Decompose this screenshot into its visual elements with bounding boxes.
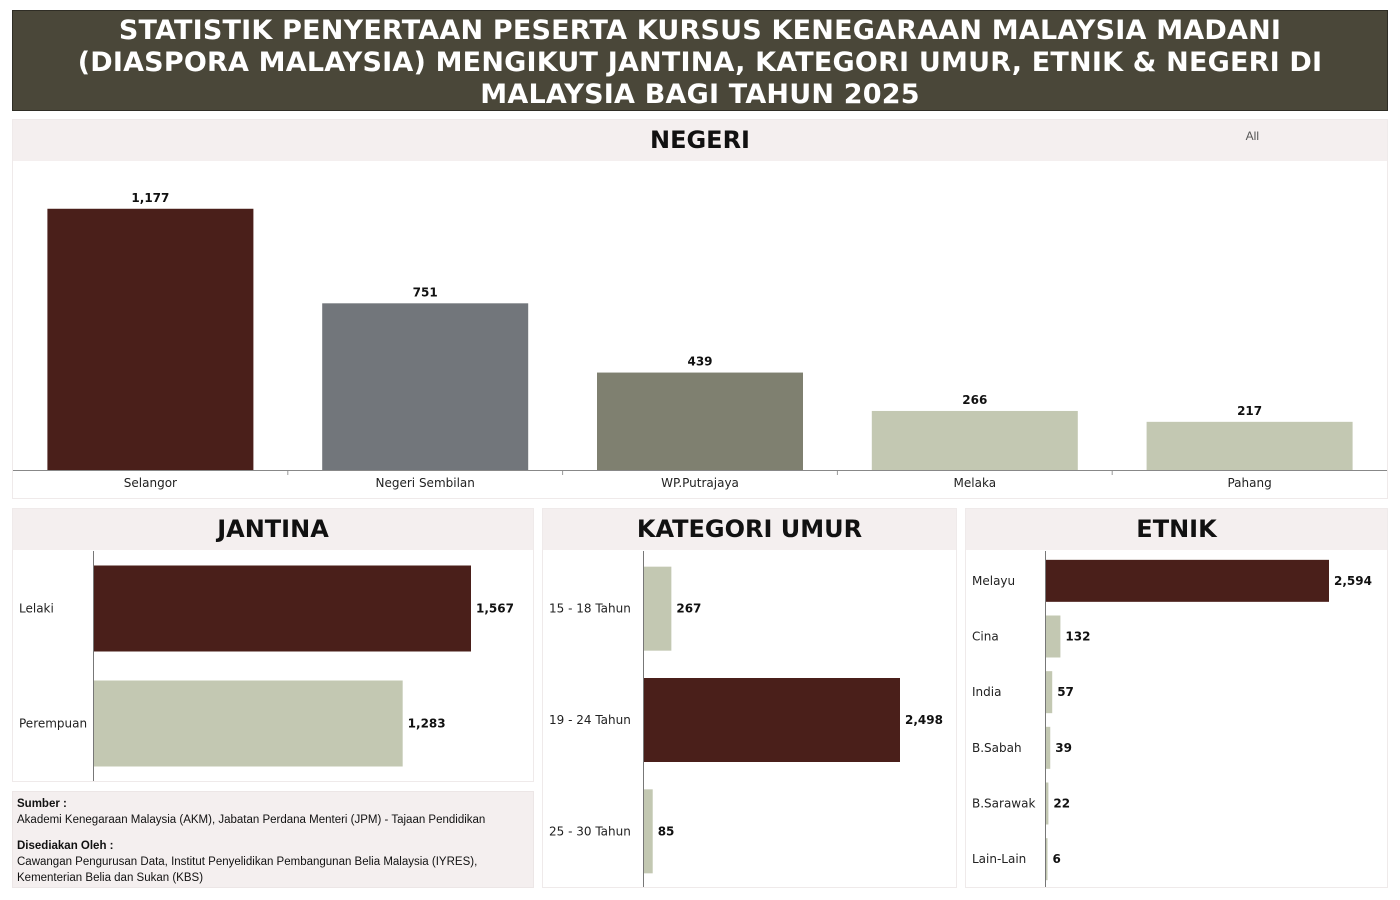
jantina-value-label: 1,567	[476, 602, 514, 616]
umur-bar	[644, 566, 672, 651]
negeri-bar	[47, 208, 254, 470]
negeri-bar	[1146, 421, 1353, 470]
negeri-bar	[597, 372, 803, 470]
etnik-value-label: 6	[1053, 852, 1061, 866]
jantina-panel: JANTINA 1,567 Lelaki 1,283 Perempuan	[12, 508, 534, 782]
jantina-value-label: 1,283	[408, 717, 446, 731]
umur-panel: KATEGORI UMUR 267 15 - 18 Tahun 2,498 19 - …	[542, 508, 957, 888]
etnik-category-label: India	[972, 685, 1001, 699]
etnik-category-label: Cina	[972, 630, 999, 644]
etnik-value-label: 22	[1053, 797, 1070, 811]
jantina-bar-chart: 1,567 Lelaki 1,283 Perempuan	[19, 551, 514, 781]
etnik-category-label: Melayu	[972, 574, 1015, 588]
jantina-bar	[94, 565, 471, 652]
sumber-label: Sumber :	[17, 798, 67, 810]
etnik-header: ETNIK	[966, 509, 1387, 550]
etnik-value-label: 39	[1055, 741, 1072, 755]
etnik-bar	[1046, 615, 1061, 658]
etnik-bar	[1046, 671, 1053, 714]
etnik-value-label: 132	[1065, 630, 1090, 644]
negeri-panel: NEGERI All 1,177 Selangor 751 Negeri Sembil…	[12, 119, 1388, 499]
negeri-category-label: Pahang	[1227, 476, 1271, 490]
negeri-category-label: Selangor	[124, 476, 177, 490]
dashboard-title: STATISTIK PENYERTAAN PESERTA KURSUS KENE…	[12, 10, 1388, 111]
jantina-bar	[94, 680, 403, 767]
etnik-panel: ETNIK 2,594 Melayu 132 Cina 57 India 39 B.Sabah…	[965, 508, 1388, 888]
etnik-category-label: Lain-Lain	[972, 852, 1026, 866]
negeri-bar-chart: 1,177 Selangor 751 Negeri Sembilan 439 WP.Put…	[13, 191, 1387, 490]
etnik-bar-chart: 2,594 Melayu 132 Cina 57 India 39 B.Sabah 22 B.Sa…	[972, 551, 1372, 887]
umur-value-label: 267	[676, 602, 701, 616]
etnik-category-label: B.Sarawak	[972, 797, 1035, 811]
negeri-header: NEGERI	[13, 120, 1387, 161]
negeri-category-label: WP.Putrajaya	[661, 476, 739, 490]
etnik-bar	[1046, 782, 1049, 825]
umur-category-label: 19 - 24 Tahun	[549, 713, 631, 727]
umur-category-label: 15 - 18 Tahun	[549, 602, 631, 616]
etnik-value-label: 57	[1057, 685, 1074, 699]
negeri-bar	[871, 410, 1078, 470]
etnik-bar	[1046, 726, 1051, 769]
negeri-category-label: Melaka	[954, 476, 997, 490]
umur-bar-chart: 267 15 - 18 Tahun 2,498 19 - 24 Tahun 85 25 -…	[549, 551, 943, 887]
etnik-bar	[1046, 838, 1048, 881]
negeri-value-label: 217	[1237, 404, 1262, 418]
umur-category-label: 25 - 30 Tahun	[549, 824, 631, 838]
etnik-bar	[1046, 559, 1329, 602]
jantina-category-label: Perempuan	[19, 717, 87, 731]
umur-bar	[644, 789, 653, 874]
etnik-category-label: B.Sabah	[972, 741, 1022, 755]
disediakan-line-2: Kementerian Belia dan Sukan (KBS)	[17, 872, 204, 884]
umur-value-label: 85	[658, 824, 675, 838]
disediakan-label: Disediakan Oleh :	[17, 840, 114, 852]
negeri-bar	[322, 303, 529, 470]
umur-header: KATEGORI UMUR	[543, 509, 956, 550]
etnik-value-label: 2,594	[1334, 574, 1372, 588]
umur-value-label: 2,498	[905, 713, 943, 727]
sumber-text: Akademi Kenegaraan Malaysia (AKM), Jabat…	[17, 814, 486, 826]
disediakan-line-1: Cawangan Pengurusan Data, Institut Penye…	[17, 856, 478, 868]
negeri-value-label: 439	[687, 355, 712, 369]
jantina-category-label: Lelaki	[19, 602, 54, 616]
negeri-category-label: Negeri Sembilan	[376, 476, 475, 490]
negeri-value-label: 751	[413, 285, 438, 299]
umur-bar	[644, 678, 900, 762]
source-note: Sumber : Akademi Kenegaraan Malaysia (AK…	[12, 791, 534, 888]
negeri-value-label: 266	[962, 393, 987, 407]
negeri-filter-all[interactable]: All	[1245, 129, 1259, 143]
jantina-header: JANTINA	[13, 509, 533, 550]
negeri-value-label: 1,177	[131, 191, 169, 205]
